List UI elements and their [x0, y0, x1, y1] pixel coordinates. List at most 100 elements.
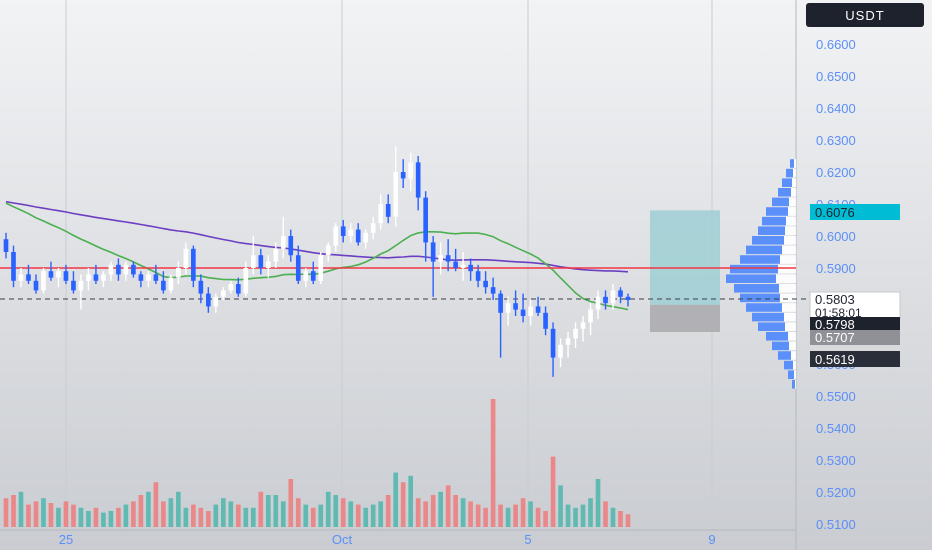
price-tick-label: 0.5400 [816, 421, 856, 436]
profile-bar [778, 188, 791, 197]
volume-bar [93, 507, 99, 527]
candle-body [48, 271, 54, 278]
volume-bar [101, 512, 106, 527]
price-label-c: 0.5619 [810, 351, 900, 367]
volume-bar [41, 498, 46, 527]
svg-text:01:58:01: 01:58:01 [815, 306, 862, 320]
profile-bar [792, 380, 795, 389]
volume-bar [430, 495, 436, 527]
profile-bar [752, 312, 784, 322]
volume-bar [565, 504, 571, 527]
volume-bar [213, 504, 219, 527]
currency-label: USDT [845, 8, 884, 23]
volume-bar [176, 491, 181, 527]
candle-body [161, 280, 166, 291]
volume-bar [378, 501, 384, 527]
candle-body [355, 229, 361, 243]
price-tick-label: 0.5500 [816, 389, 856, 404]
time-tick-label: Oct [332, 532, 353, 547]
volume-bar [48, 503, 54, 527]
candle-body [183, 248, 189, 268]
volume-bar [26, 504, 31, 527]
candle-body [558, 344, 563, 358]
candle-body [18, 274, 24, 281]
volume-bar [603, 501, 608, 527]
volume-bar [168, 498, 174, 527]
profile-bar [730, 264, 778, 274]
volume-bar [11, 495, 16, 527]
candle-body [146, 274, 151, 281]
volume-bar [438, 491, 443, 527]
profile-bar [782, 178, 792, 187]
candle-body [235, 284, 241, 294]
volume-bar [18, 491, 24, 527]
price-tick-label: 0.6200 [816, 165, 856, 180]
volume-bar [198, 507, 204, 527]
price-label-current: 0.6076 [810, 204, 900, 220]
volume-bar [138, 495, 144, 527]
volume-bar [468, 501, 473, 527]
candles [3, 146, 631, 377]
candle-body [340, 226, 346, 236]
svg-text:0.5798: 0.5798 [815, 317, 855, 332]
time-axis[interactable]: 25 Oct 5 9 [59, 532, 716, 547]
volume-bar [108, 511, 114, 527]
candle-body [625, 296, 631, 300]
volume-bar [295, 498, 301, 527]
profile-bar [752, 236, 784, 245]
volume-bar [183, 507, 189, 527]
candle-body [41, 271, 46, 291]
volume-bar [393, 472, 399, 527]
volume-bar [415, 498, 421, 527]
price-tick-label: 0.6400 [816, 101, 856, 116]
profile-bar [740, 293, 780, 303]
volume-bar [520, 498, 526, 527]
volume-bar [303, 504, 309, 527]
profile-bar [746, 245, 782, 255]
candle-body [78, 280, 84, 291]
candle-body [258, 255, 264, 268]
candle-body [138, 274, 144, 281]
price-tick-label: 0.6600 [816, 37, 856, 52]
candle-body [33, 280, 39, 291]
candle-body [573, 328, 578, 339]
candle-body [295, 255, 301, 281]
profile-bar [778, 351, 791, 360]
volume-bars [3, 399, 631, 527]
price-label-last: 0.5803 01:58:01 [809, 291, 901, 321]
candle-body [393, 172, 399, 217]
profile-bar [734, 284, 779, 293]
candle-body [213, 296, 219, 307]
position-box[interactable] [650, 210, 720, 332]
candle-body [153, 274, 159, 281]
slow-ma-line [5, 200, 629, 273]
candle-body [498, 293, 503, 313]
volume-bar [618, 511, 623, 527]
volume-bar [453, 495, 458, 527]
price-tick-label: 0.6300 [816, 133, 856, 148]
volume-bar [573, 507, 578, 527]
volume-bar [385, 495, 391, 527]
volume-bar [33, 501, 39, 527]
volume-bar [153, 482, 159, 527]
volume-bar [78, 507, 84, 527]
profile-bar [790, 159, 794, 168]
candle-body [93, 274, 99, 281]
candle-body [123, 264, 129, 275]
profile-bar [772, 197, 789, 207]
volume-bar [250, 507, 256, 527]
candle-body [438, 255, 443, 262]
price-tick-label: 0.5100 [816, 517, 856, 532]
price-label-a: 0.5798 [810, 317, 900, 332]
candle-body [490, 287, 496, 294]
candle-body [310, 271, 316, 281]
profile-bar [762, 216, 786, 226]
currency-badge[interactable]: USDT [806, 3, 924, 27]
candle-body [610, 290, 616, 304]
volume-bar [235, 504, 241, 527]
volume-bar [3, 498, 9, 527]
volume-bar [535, 507, 541, 527]
candle-body [131, 264, 136, 275]
volume-bar [610, 507, 616, 527]
